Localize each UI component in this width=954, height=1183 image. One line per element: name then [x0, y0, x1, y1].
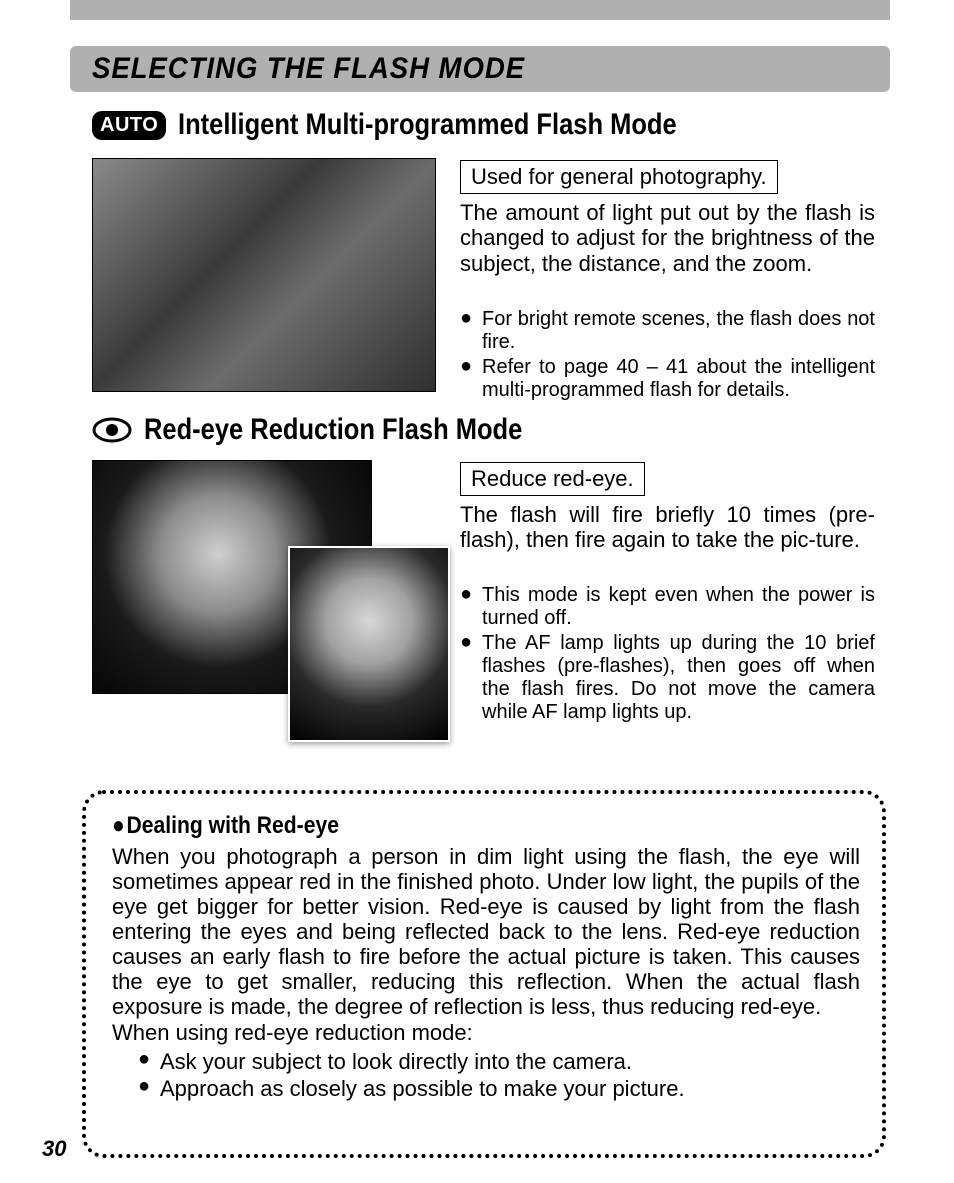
callout-body: When you photograph a person in dim ligh… — [112, 844, 860, 1045]
bullet-item: ● Approach as closely as possible to mak… — [138, 1076, 860, 1101]
bullet-icon: ● — [460, 584, 482, 630]
auto-badge-icon: AUTO — [92, 111, 166, 140]
bullet-item: ● The AF lamp lights up during the 10 br… — [460, 632, 875, 724]
bullet-text: Ask your subject to look directly into t… — [160, 1049, 860, 1074]
bullet-item: ● This mode is kept even when the power … — [460, 584, 875, 630]
bullet-text: Refer to page 40 – 41 about the intellig… — [482, 356, 875, 402]
section-2-heading: Red-eye Reduction Flash Mode — [92, 413, 589, 447]
bullet-icon: ● — [460, 356, 482, 402]
callout-title: ●Dealing with Red-eye — [112, 812, 770, 840]
bullet-item: ● Ask your subject to look directly into… — [138, 1049, 860, 1074]
callout-box: ●Dealing with Red-eye When you photograp… — [82, 790, 886, 1158]
section-1-body: The amount of light put out by the flash… — [460, 200, 875, 276]
bullet-text: This mode is kept even when the power is… — [482, 584, 875, 630]
bullet-item: ● For bright remote scenes, the flash do… — [460, 308, 875, 354]
section-2-bullets: ● This mode is kept even when the power … — [460, 584, 875, 726]
bullet-icon: ● — [138, 1076, 160, 1101]
sample-photo-2-group — [92, 460, 444, 740]
bullet-icon: ● — [112, 812, 125, 839]
callout-line: When using red-eye reduction mode: — [112, 1020, 860, 1045]
section-1-title: Intelligent Multi-programmed Flash Mode — [178, 108, 677, 142]
section-1-heading: AUTO Intelligent Multi-programmed Flash … — [92, 108, 765, 142]
callout-paragraph: When you photograph a person in dim ligh… — [112, 844, 860, 1019]
section-2-title: Red-eye Reduction Flash Mode — [144, 413, 522, 447]
manual-page: SELECTING THE FLASH MODE AUTO Intelligen… — [0, 0, 954, 1183]
bullet-icon: ● — [460, 632, 482, 724]
callout-bullets: ● Ask your subject to look directly into… — [112, 1049, 860, 1102]
callout-title-text: Dealing with Red-eye — [127, 812, 339, 839]
sample-photo-1 — [92, 158, 436, 392]
bullet-text: For bright remote scenes, the flash does… — [482, 308, 875, 354]
section-2-body: The flash will fire briefly 10 times (pr… — [460, 502, 875, 553]
header-strip — [70, 0, 890, 20]
section-2-note-box: Reduce red-eye. — [460, 462, 645, 496]
bullet-icon: ● — [460, 308, 482, 354]
page-title: SELECTING THE FLASH MODE — [92, 52, 525, 86]
eye-icon — [92, 416, 132, 444]
section-1-note-box: Used for general photography. — [460, 160, 778, 194]
page-number: 30 — [42, 1136, 66, 1162]
bullet-text: Approach as closely as possible to make … — [160, 1076, 860, 1101]
section-1-bullets: ● For bright remote scenes, the flash do… — [460, 308, 875, 404]
bullet-text: The AF lamp lights up during the 10 brie… — [482, 632, 875, 724]
bullet-icon: ● — [138, 1049, 160, 1074]
sample-photo-2-inset — [288, 546, 450, 742]
page-title-bar: SELECTING THE FLASH MODE — [70, 46, 890, 92]
bullet-item: ● Refer to page 40 – 41 about the intell… — [460, 356, 875, 402]
